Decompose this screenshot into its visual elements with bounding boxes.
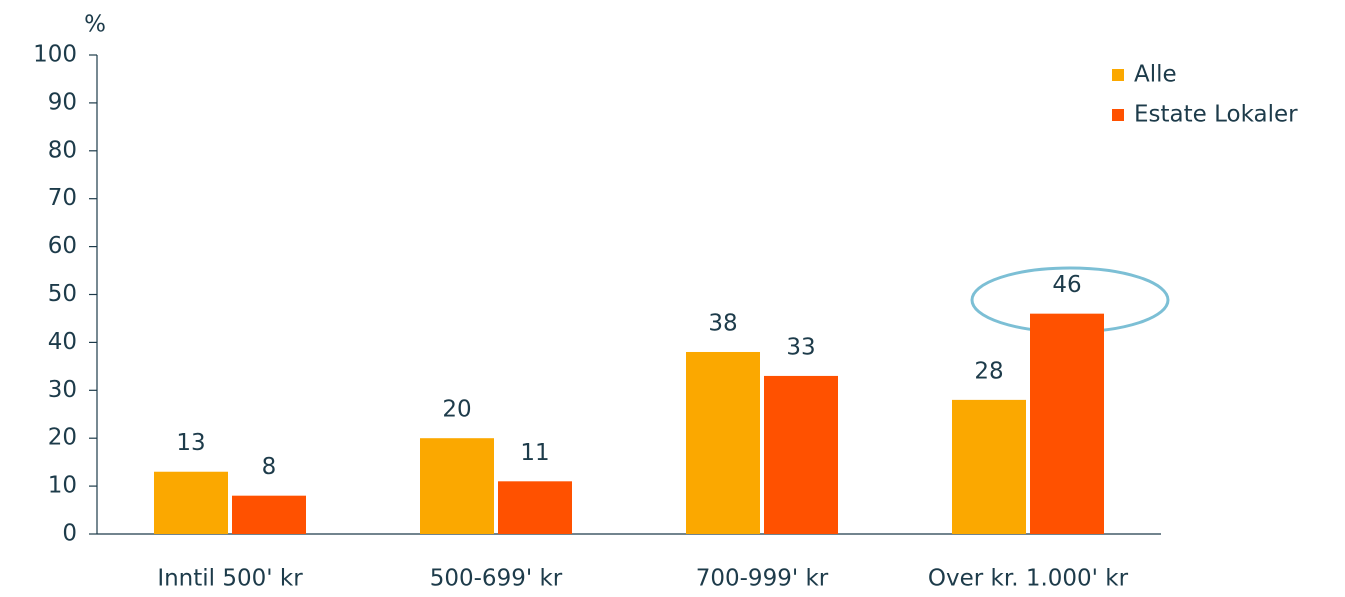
data-label: 38 xyxy=(708,310,737,336)
legend-label: Alle xyxy=(1134,62,1177,88)
data-label: 11 xyxy=(520,440,549,466)
data-label: 33 xyxy=(786,334,815,360)
y-tick-label: 40 xyxy=(48,329,77,355)
y-tick-label: 0 xyxy=(62,521,77,547)
y-tick-label: 50 xyxy=(48,281,77,307)
x-tick-label: 500-699' kr xyxy=(430,566,563,592)
y-tick-label: 30 xyxy=(48,377,77,403)
x-tick-label: 700-999' kr xyxy=(696,566,829,592)
bar xyxy=(686,351,760,534)
legend-swatch xyxy=(1112,69,1124,81)
data-label: 13 xyxy=(176,430,205,456)
y-tick-label: 10 xyxy=(48,473,77,499)
bar xyxy=(952,399,1026,534)
y-tick-label: 70 xyxy=(48,185,77,211)
x-tick-label: Inntil 500' kr xyxy=(157,566,303,592)
legend-swatch xyxy=(1112,109,1124,121)
legend-label: Estate Lokaler xyxy=(1134,102,1298,128)
bar xyxy=(154,471,228,534)
data-label: 28 xyxy=(974,358,1003,384)
bar xyxy=(232,495,306,534)
x-tick-label: Over kr. 1.000' kr xyxy=(928,566,1129,592)
y-axis-label: % xyxy=(84,12,106,38)
y-tick-label: 80 xyxy=(48,137,77,163)
y-tick-label: 90 xyxy=(48,89,77,115)
y-tick-label: 100 xyxy=(33,42,77,68)
bar xyxy=(498,481,572,534)
data-label: 20 xyxy=(442,397,471,423)
bar xyxy=(420,438,494,534)
data-label: 46 xyxy=(1052,272,1081,298)
bar xyxy=(1030,313,1104,534)
bar xyxy=(764,375,838,534)
y-tick-label: 60 xyxy=(48,233,77,259)
data-label: 8 xyxy=(262,454,277,480)
y-tick-label: 20 xyxy=(48,425,77,451)
